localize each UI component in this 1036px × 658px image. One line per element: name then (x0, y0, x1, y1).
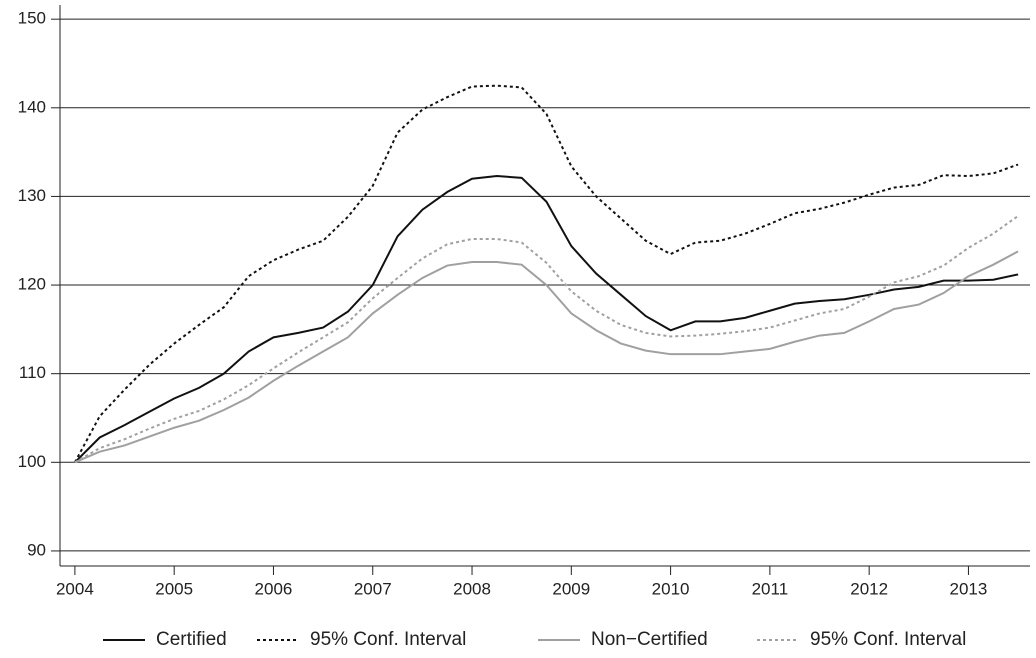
legend-label: Non−Certified (591, 629, 708, 650)
x-tick-label: 2004 (56, 579, 94, 598)
x-tick-label: 2008 (453, 579, 491, 598)
y-tick-label: 110 (19, 363, 46, 382)
y-tick-label: 120 (18, 275, 46, 294)
x-tick-label: 2005 (155, 579, 193, 598)
line-series (74, 250, 1019, 464)
legend-label: Certified (156, 629, 227, 650)
y-tick-label: 90 (27, 540, 46, 559)
x-tick-label: 2006 (255, 579, 293, 598)
x-tick-label: 2009 (552, 579, 590, 598)
line-series (74, 175, 1019, 464)
x-tick-label: 2013 (950, 579, 988, 598)
line-series (74, 84, 1019, 463)
legend-label: 95% Conf. Interval (310, 629, 466, 650)
x-tick-label: 2012 (850, 579, 888, 598)
y-tick-label: 140 (18, 97, 46, 116)
x-tick-label: 2010 (652, 579, 690, 598)
y-tick-label: 130 (18, 186, 46, 205)
x-tick-label: 2011 (752, 579, 789, 598)
x-tick-label: 2007 (354, 579, 392, 598)
legend-label: 95% Conf. Interval (810, 629, 966, 650)
line-series (74, 215, 1019, 464)
y-tick-label: 150 (18, 9, 46, 28)
y-tick-label: 100 (18, 452, 46, 471)
